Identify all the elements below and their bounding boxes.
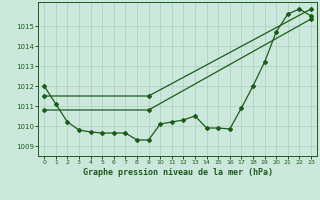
X-axis label: Graphe pression niveau de la mer (hPa): Graphe pression niveau de la mer (hPa) (83, 168, 273, 177)
